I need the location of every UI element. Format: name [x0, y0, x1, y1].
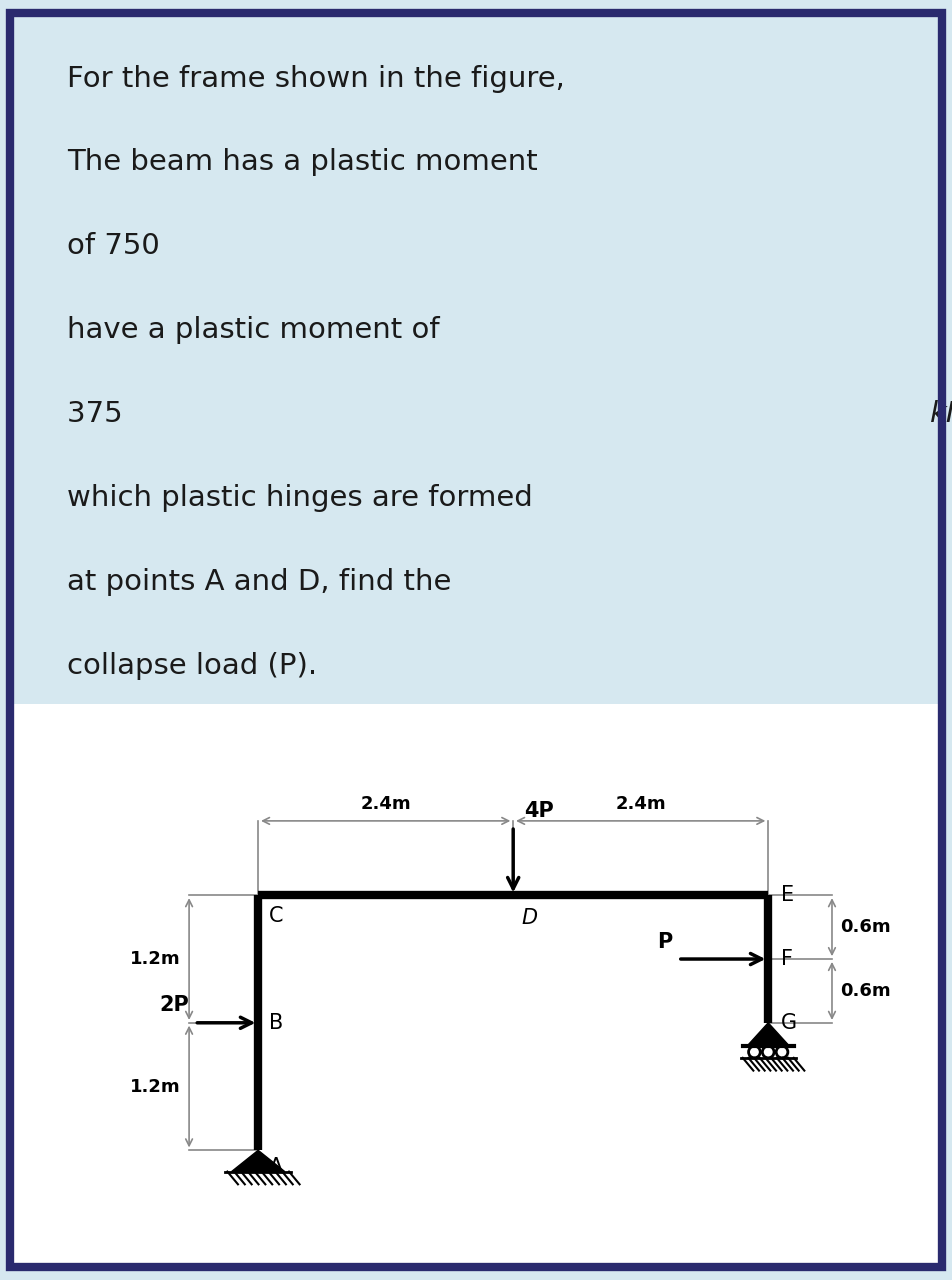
Text: kN.m: kN.m [930, 399, 952, 428]
Polygon shape [747, 1023, 789, 1046]
Text: G: G [781, 1012, 797, 1033]
Text: which plastic hinges are formed: which plastic hinges are formed [67, 484, 532, 512]
Text: 4P: 4P [524, 801, 553, 820]
Text: 2.4m: 2.4m [361, 795, 411, 814]
Text: have a plastic moment of: have a plastic moment of [67, 316, 439, 344]
Text: 375: 375 [67, 399, 131, 428]
Text: For the frame shown in the figure,: For the frame shown in the figure, [67, 64, 565, 92]
Text: B: B [268, 1012, 283, 1033]
Text: C: C [268, 906, 284, 925]
Text: 0.6m: 0.6m [841, 918, 891, 936]
Text: at points A and D, find the: at points A and D, find the [67, 568, 451, 595]
Text: 0.6m: 0.6m [841, 982, 891, 1000]
Text: F: F [781, 948, 793, 969]
Text: D: D [522, 908, 538, 928]
Text: A: A [268, 1157, 283, 1176]
Text: 2.4m: 2.4m [615, 795, 666, 814]
Text: E: E [781, 886, 794, 905]
Text: collapse load (P).: collapse load (P). [67, 652, 317, 680]
Text: of 750: of 750 [67, 232, 169, 260]
Text: The beam has a plastic moment: The beam has a plastic moment [67, 148, 537, 177]
Text: 1.2m: 1.2m [130, 950, 181, 968]
Text: 2P: 2P [159, 996, 189, 1015]
Text: 1.2m: 1.2m [130, 1078, 181, 1096]
Text: P: P [657, 932, 673, 951]
Polygon shape [231, 1151, 285, 1171]
